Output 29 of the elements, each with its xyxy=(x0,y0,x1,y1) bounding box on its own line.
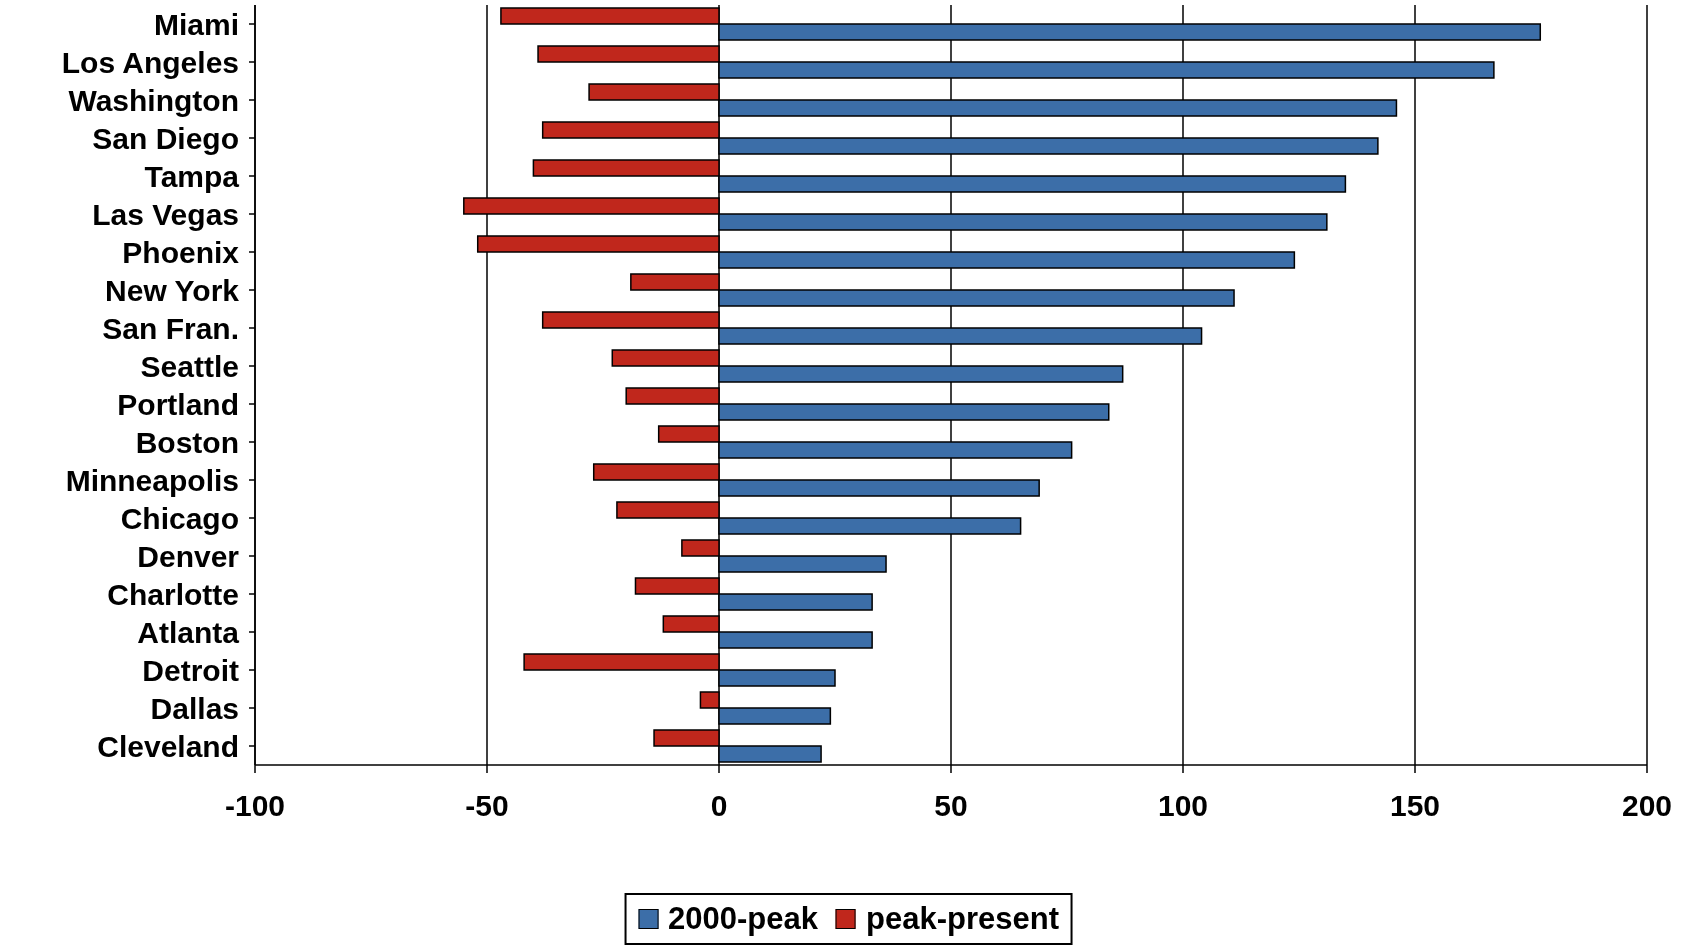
y-tick-label: Las Vegas xyxy=(92,197,239,231)
y-tick-label: Seattle xyxy=(140,349,239,383)
y-tick-label: Boston xyxy=(135,425,239,459)
y-tick-label: San Diego xyxy=(92,121,239,155)
y-tick-label: Tampa xyxy=(144,159,240,193)
y-tick-label: Charlotte xyxy=(107,577,239,611)
x-tick-label: -50 xyxy=(465,789,509,823)
y-tick-label: Cleveland xyxy=(97,729,239,763)
y-tick-label: Los Angeles xyxy=(61,45,239,79)
x-tick-label: 50 xyxy=(934,789,968,823)
y-tick-label: Detroit xyxy=(142,653,239,687)
x-tick-label: 100 xyxy=(1157,789,1209,823)
y-tick-label: Dallas xyxy=(150,691,239,725)
x-tick-label: 0 xyxy=(710,789,728,823)
y-tick-label: Atlanta xyxy=(137,615,240,649)
y-tick-label: Portland xyxy=(117,387,239,421)
legend-label: 2000-peak xyxy=(668,901,818,937)
y-tick-label: San Fran. xyxy=(102,311,239,345)
y-tick-label: Minneapolis xyxy=(65,463,239,497)
y-tick-label: Phoenix xyxy=(122,235,240,269)
y-tick-label: Denver xyxy=(137,539,240,573)
y-tick-label: Miami xyxy=(153,7,239,41)
x-tick-label: -100 xyxy=(224,789,286,823)
x-tick-label: 150 xyxy=(1389,789,1441,823)
legend-label: peak-present xyxy=(865,901,1059,937)
y-tick-label: New York xyxy=(105,273,240,307)
y-tick-label: Washington xyxy=(68,83,239,117)
y-tick-label: Chicago xyxy=(120,501,239,535)
x-tick-label: 200 xyxy=(1621,789,1673,823)
